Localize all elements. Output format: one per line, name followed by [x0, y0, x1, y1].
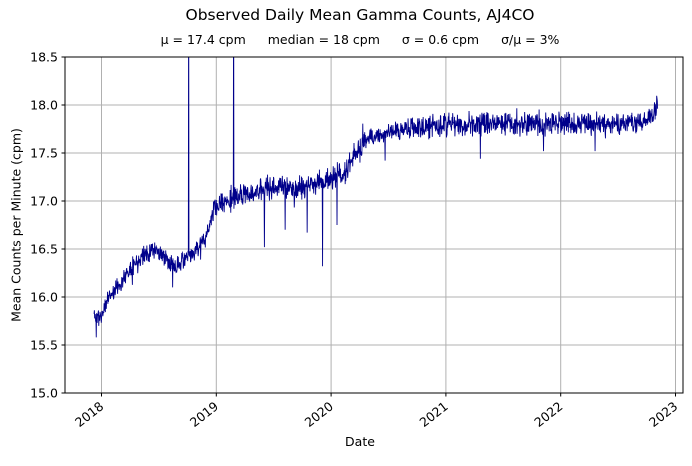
y-tick-label: 16.0 [30, 290, 58, 305]
y-tick-label: 18.5 [30, 50, 58, 65]
stat-mean: μ = 17.4 cpm [160, 32, 246, 47]
y-tick-label: 15.5 [30, 338, 58, 353]
x-tick-label: 2021 [416, 399, 450, 430]
x-tick-label: 2018 [72, 399, 106, 430]
x-axis-label: Date [345, 434, 375, 449]
y-tick-label: 15.0 [30, 386, 58, 401]
y-tick-label: 18.0 [30, 98, 58, 113]
chart-title: Observed Daily Mean Gamma Counts, AJ4CO [185, 6, 535, 24]
chart-stats-row: μ = 17.4 cpm median = 18 cpm σ = 0.6 cpm… [28, 32, 692, 47]
data-series-group [93, 57, 659, 338]
x-tick-label: 2020 [302, 399, 336, 430]
y-tick-label: 17.5 [30, 146, 58, 161]
y-tick-label: 16.5 [30, 242, 58, 257]
y-axis-label: Mean Counts per Minute (cpm) [8, 128, 24, 322]
plot-border [64, 56, 684, 394]
x-tick-label: 2019 [187, 399, 221, 430]
y-tick-label: 17.0 [30, 194, 58, 209]
stat-sigma-over-mean: σ/μ = 3% [501, 32, 560, 47]
stat-median: median = 18 cpm [267, 32, 380, 47]
stat-sigma: σ = 0.6 cpm [401, 32, 480, 47]
x-tick-label: 2023 [646, 399, 680, 430]
data-series-line [93, 57, 659, 338]
x-tick-label: 2022 [531, 399, 565, 430]
